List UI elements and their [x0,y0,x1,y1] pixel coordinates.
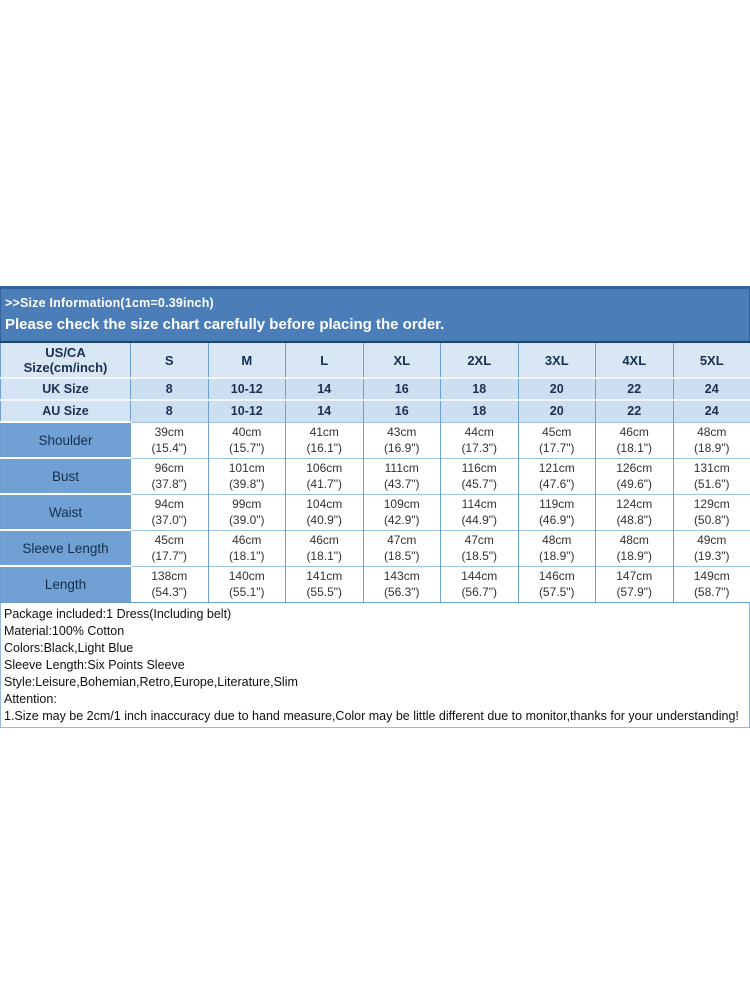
measurement-value: 99cm (39.0") [207,493,286,530]
measurement-row-label: Bust [0,457,131,494]
conversion-value: 14 [285,377,364,400]
measurement-value: 140cm (55.1") [207,565,286,602]
conversion-value: 14 [285,399,364,422]
conversion-value: 18 [440,399,519,422]
details-line: Colors:Black,Light Blue [4,640,134,655]
conversion-row-label: UK Size [0,377,131,400]
size-column-header: 4XL [595,342,674,378]
conversion-value: 20 [517,399,596,422]
banner-title: >>Size Information(1cm=0.39inch) [5,296,214,310]
conversion-row: AU Size 8 10-12 14 16 18 20 22 24 [0,399,750,422]
measurement-value: 101cm (39.8") [207,457,286,494]
size-column-header: L [285,342,364,378]
conversion-value: 22 [595,377,674,400]
measurement-row-label: Length [0,565,131,602]
measurement-value: 149cm (58.7") [672,565,750,602]
measurement-value: 46cm (18.1") [595,421,674,458]
conversion-value: 18 [440,377,519,400]
conversion-row-label: AU Size [0,399,131,422]
corner-header: US/CA Size(cm/inch) [0,342,131,378]
measurement-row-label: Shoulder [0,421,131,458]
size-column-header: 2XL [440,342,519,378]
conversion-value: 24 [672,399,750,422]
size-column-header: XL [362,342,441,378]
measurement-row: Waist 94cm (37.0") 99cm (39.0") 104cm (40.9") 1… [0,493,750,530]
measurement-value: 116cm (45.7") [440,457,519,494]
measurement-row: Shoulder 39cm (15.4") 40cm (15.7") 41cm (16.1"… [0,421,750,458]
size-table: US/CA Size(cm/inch) S M L XL 2XL 3XL 4XL 5XL UK Si… [0,341,750,603]
measurement-value: 119cm (46.9") [517,493,596,530]
size-table-body: US/CA Size(cm/inch) S M L XL 2XL 3XL 4XL 5XL UK Si… [0,342,750,602]
conversion-value: 10-12 [207,399,286,422]
conversion-value: 20 [517,377,596,400]
measurement-value: 41cm (16.1") [285,421,364,458]
size-column-header: M [207,342,286,378]
details-line: Material:100% Cotton [4,623,125,638]
product-details: Package included:1 Dress(Including belt)… [0,602,750,728]
conversion-value: 24 [672,377,750,400]
size-column-header: S [130,342,209,378]
size-column-header: 5XL [672,342,750,378]
measurement-value: 104cm (40.9") [285,493,364,530]
details-line: 1.Size may be 2cm/1 inch inaccuracy due … [4,708,739,723]
measurement-row: Length 138cm (54.3") 140cm (55.1") 141cm (55.5… [0,565,750,602]
measurement-value: 39cm (15.4") [130,421,209,458]
measurement-value: 138cm (54.3") [130,565,209,602]
conversion-value: 8 [130,399,209,422]
measurement-row: Sleeve Length 45cm (17.7") 46cm (18.1") 46cm(… [0,529,750,566]
details-line: Attention: [4,691,57,706]
conversion-value: 10-12 [207,377,286,400]
measurement-row-label: Waist [0,493,131,530]
measurement-value: 124cm (48.8") [595,493,674,530]
size-info-banner: >>Size Information(1cm=0.39inch) Please … [0,286,750,341]
measurement-value: 109cm (42.9") [362,493,441,530]
measurement-value: 121cm (47.6") [517,457,596,494]
measurement-value: 49cm (19.3") [672,529,750,566]
measurement-row-label: Sleeve Length [0,529,131,566]
measurement-value: 129cm (50.8") [672,493,750,530]
conversion-value: 8 [130,377,209,400]
conversion-row: UK Size 8 10-12 14 16 18 20 22 24 [0,377,750,400]
size-header-row: US/CA Size(cm/inch) S M L XL 2XL 3XL 4XL 5XL [0,342,750,378]
measurement-value: 40cm (15.7") [207,421,286,458]
size-column-header: 3XL [517,342,596,378]
conversion-value: 16 [362,399,441,422]
measurement-value: 94cm (37.0") [130,493,209,530]
measurement-value: 143cm (56.3") [362,565,441,602]
measurement-value: 144cm (56.7") [440,565,519,602]
measurement-value: 44cm (17.3") [440,421,519,458]
measurement-row: Bust 96cm (37.8") 101cm (39.8") 106cm (41.7") 1… [0,457,750,494]
measurement-value: 147cm (57.9") [595,565,674,602]
details-line: Sleeve Length:Six Points Sleeve [4,657,185,672]
measurement-value: 48cm (18.9") [517,529,596,566]
measurement-value: 46cm (18.1") [207,529,286,566]
measurement-value: 43cm (16.9") [362,421,441,458]
conversion-value: 16 [362,377,441,400]
measurement-value: 96cm (37.8") [130,457,209,494]
measurement-value: 47cm (18.5") [440,529,519,566]
measurement-value: 111cm (43.7") [362,457,441,494]
measurement-value: 114cm (44.9") [440,493,519,530]
measurement-value: 45cm (17.7") [517,421,596,458]
details-line: Style:Leisure,Bohemian,Retro,Europe,Lite… [4,674,298,689]
measurement-value: 126cm (49.6") [595,457,674,494]
measurement-value: 141cm (55.5") [285,565,364,602]
size-chart-content: >>Size Information(1cm=0.39inch) Please … [0,286,750,728]
measurement-value: 47cm (18.5") [362,529,441,566]
banner-subtitle: Please check the size chart carefully be… [5,316,445,333]
conversion-value: 22 [595,399,674,422]
measurement-value: 45cm (17.7") [130,529,209,566]
measurement-value: 46cm (18.1") [285,529,364,566]
measurement-value: 48cm (18.9") [672,421,750,458]
measurement-value: 146cm (57.5") [517,565,596,602]
measurement-value: 106cm (41.7") [285,457,364,494]
details-line: Package included:1 Dress(Including belt) [4,606,232,621]
measurement-value: 48cm (18.9") [595,529,674,566]
measurement-value: 131cm (51.6") [672,457,750,494]
